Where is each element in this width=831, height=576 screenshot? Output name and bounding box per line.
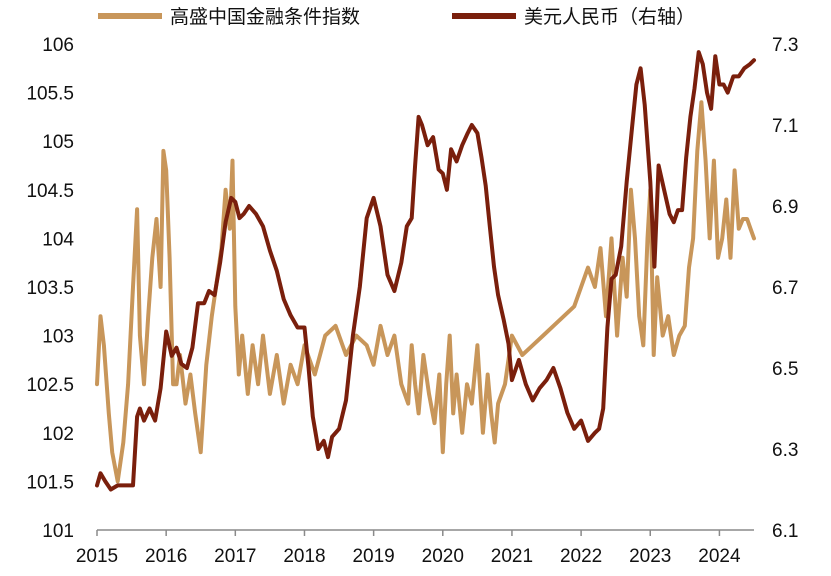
x-tick-label: 2024 — [698, 546, 741, 567]
plot-area — [95, 50, 756, 492]
y-right-tick-label: 6.3 — [772, 440, 798, 461]
legend-label-series-1: 高盛中国金融条件指数 — [170, 6, 360, 28]
y-left-tick-label: 105 — [42, 132, 74, 153]
y-right-tick-label: 7.1 — [772, 116, 798, 137]
y-left-tick-label: 102.5 — [26, 375, 74, 396]
y-left-tick-label: 103.5 — [26, 278, 74, 299]
x-tick-label: 2022 — [560, 546, 602, 567]
axes: 2015 2016 2017 2018 2019 2020 2021 2022 2023 2024… — [26, 35, 798, 567]
legend-label-series-2: 美元人民币（右轴） — [524, 6, 695, 28]
y-left-tick-label: 105.5 — [26, 84, 74, 105]
y-left-tick-label: 102 — [42, 424, 74, 445]
y-right-tick-label: 6.5 — [772, 359, 798, 380]
x-tick-label: 2016 — [145, 546, 187, 567]
x-tick-label: 2018 — [283, 546, 325, 567]
y-left-tick-label: 101 — [42, 521, 74, 542]
x-tick-label: 2021 — [491, 546, 533, 567]
series-line-2 — [95, 50, 756, 492]
y-left-tick-label: 104 — [42, 229, 74, 250]
x-tick-label: 2020 — [422, 546, 464, 567]
y-right-tick-label: 7.3 — [772, 35, 798, 56]
x-tick-label: 2023 — [629, 546, 671, 567]
legend: 高盛中国金融条件指数 美元人民币（右轴） — [98, 6, 695, 28]
x-tick-label: 2015 — [76, 546, 118, 567]
y-left-tick-label: 106 — [42, 35, 74, 56]
y-right-tick-label: 6.7 — [772, 278, 798, 299]
y-right-tick-label: 6.1 — [772, 521, 798, 542]
y-right-tick-label: 6.9 — [772, 197, 798, 218]
series-line-1 — [95, 100, 756, 484]
x-tick-label: 2017 — [214, 546, 256, 567]
y-left-tick-label: 101.5 — [26, 472, 74, 493]
y-left-tick-label: 103 — [42, 327, 74, 348]
y-left-tick-label: 104.5 — [26, 181, 74, 202]
x-tick-label: 2019 — [352, 546, 394, 567]
